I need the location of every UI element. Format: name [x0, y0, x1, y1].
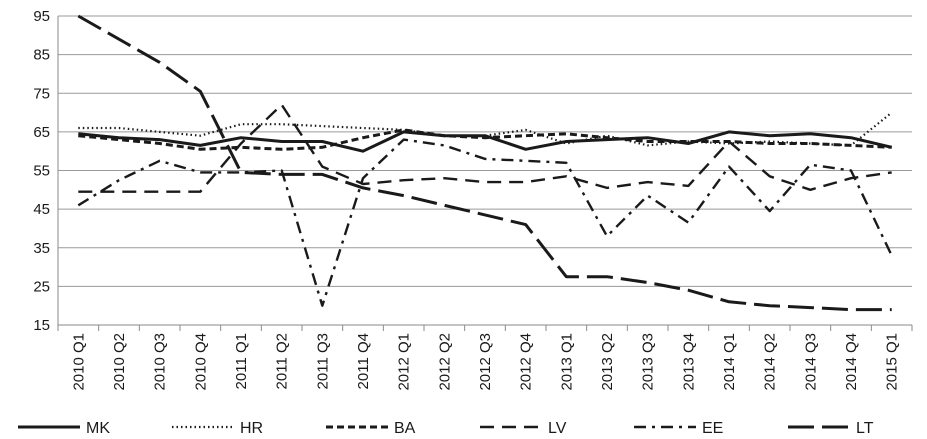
x-tick-label: 2012 Q1: [396, 333, 413, 391]
y-tick-label: 35: [33, 240, 50, 257]
y-tick-label: 15: [33, 317, 50, 334]
x-tick-label: 2014 Q1: [721, 333, 738, 391]
y-axis: 15 25 35 45 55 65 75 85 95: [33, 8, 59, 334]
x-tick-label: 2013 Q2: [599, 333, 616, 391]
x-tick-label: 2013 Q1: [558, 333, 575, 391]
x-tick-label: 2010 Q1: [70, 333, 87, 391]
x-tick-label: 2012 Q4: [518, 333, 535, 391]
series-line-lt: [77, 14, 892, 312]
x-tick-label: 2014 Q3: [802, 333, 819, 391]
legend-label-lv: LV: [548, 420, 567, 437]
y-tick-label: 25: [33, 278, 50, 295]
x-tick-label: 2010 Q2: [111, 333, 128, 391]
x-tick-label: 2010 Q4: [192, 333, 209, 391]
x-tick-label: 2014 Q4: [843, 333, 860, 391]
x-tick-label: 2012 Q2: [436, 333, 453, 391]
legend-label-mk: MK: [86, 420, 110, 437]
x-tick-label: 2015 Q1: [884, 333, 901, 391]
legend-label-ee: EE: [702, 420, 723, 437]
series-line-hr: [78, 111, 893, 147]
series-line-lv: [78, 103, 892, 193]
x-tick-label: 2011 Q2: [274, 333, 291, 389]
y-tick-label: 45: [33, 201, 50, 218]
legend: MK HR BA LV EE LT: [18, 420, 874, 437]
y-tick-label: 55: [33, 163, 50, 180]
plot-area: [77, 14, 893, 312]
x-tick-label: 2013 Q3: [640, 333, 657, 391]
y-tick-label: 65: [33, 124, 50, 141]
x-tick-label: 2014 Q2: [762, 333, 779, 391]
y-tick-label: 85: [33, 47, 50, 64]
x-tick-label: 2010 Q3: [152, 333, 169, 391]
x-tick-label: 2013 Q4: [680, 333, 697, 391]
y-tick-label: 95: [33, 8, 50, 25]
x-axis: 2010 Q1 2010 Q2 2010 Q3 2010 Q4 2011 Q1 2011 …: [57, 324, 913, 391]
y-tick-label: 75: [33, 85, 50, 102]
legend-label-lt: LT: [856, 420, 874, 437]
gridlines: [58, 15, 912, 326]
x-tick-label: 2011 Q1: [233, 333, 250, 389]
series-line-ba: [78, 128, 892, 151]
x-tick-label: 2012 Q3: [477, 333, 494, 391]
series-line-mk: [78, 130, 893, 153]
series-line-ee: [77, 138, 893, 307]
legend-label-ba: BA: [394, 420, 416, 437]
legend-label-hr: HR: [240, 420, 263, 437]
x-tick-label: 2011 Q3: [314, 333, 331, 389]
x-tick-label: 2011 Q4: [355, 333, 372, 389]
